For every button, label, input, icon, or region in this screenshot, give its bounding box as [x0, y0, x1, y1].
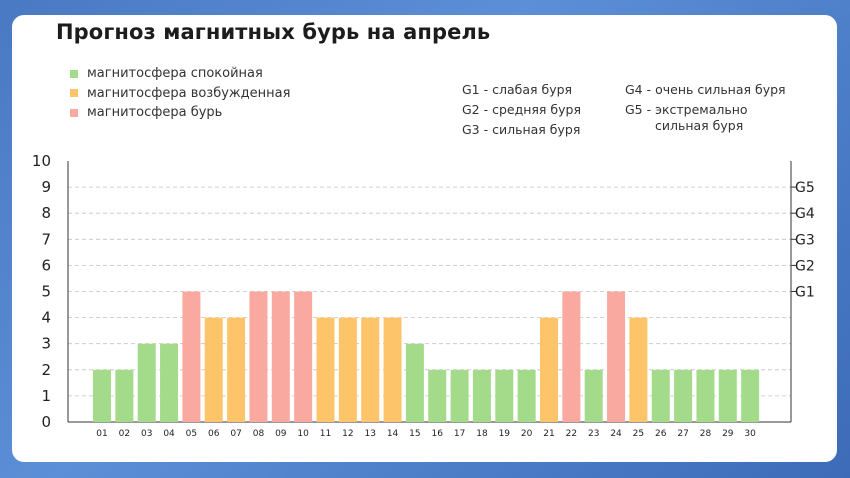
bar: [517, 369, 536, 422]
g-level-label: G3: [795, 232, 815, 248]
bar: [405, 343, 424, 422]
y-tick-label: 10: [32, 152, 51, 170]
legend: магнитосфера спокойная магнитосфера возб…: [70, 64, 290, 123]
bar: [294, 291, 313, 422]
bar: [651, 369, 670, 422]
x-tick-label: 25: [633, 429, 644, 439]
bar: [383, 317, 402, 422]
x-tick-label: 09: [275, 429, 287, 439]
y-tick-label: 9: [41, 178, 51, 196]
x-tick-label: 23: [588, 429, 599, 439]
y-tick-label: 5: [41, 283, 51, 301]
x-tick-label: 08: [253, 429, 265, 439]
x-tick-label: 11: [320, 429, 331, 439]
bar: [227, 317, 246, 422]
g-notes-left: G1 - слабая буря G2 - средняя буря G3 - …: [462, 80, 581, 140]
y-tick-label: 6: [41, 256, 51, 274]
y-tick-label: 1: [41, 387, 51, 405]
bar: [204, 317, 223, 422]
x-tick-label: 12: [342, 429, 353, 439]
x-tick-label: 19: [499, 429, 511, 439]
x-tick-label: 13: [364, 429, 375, 439]
legend-label-excited: магнитосфера возбужденная: [87, 85, 291, 101]
y-tick-label: 8: [41, 204, 51, 222]
bar: [428, 369, 447, 422]
x-tick-label: 28: [700, 429, 712, 439]
bar: [696, 369, 715, 422]
y-tick-label: 0: [41, 413, 51, 431]
bar: [472, 369, 491, 422]
x-tick-label: 15: [409, 429, 420, 439]
chart-title: Прогноз магнитных бурь на апрель: [56, 20, 491, 44]
x-tick-label: 20: [521, 429, 533, 439]
y-tick-label: 3: [41, 335, 51, 353]
bar: [718, 369, 737, 422]
g5-note-continued: сильная буря: [655, 118, 744, 133]
g-level-label: G1: [795, 285, 815, 301]
bar: [160, 343, 179, 422]
x-tick-label: 30: [744, 429, 756, 439]
legend-label-calm: магнитосфера спокойная: [87, 66, 263, 82]
x-tick-label: 14: [387, 429, 399, 439]
bar: [115, 369, 134, 422]
legend-label-storm: магнитосфера бурь: [87, 105, 223, 121]
bar: [674, 369, 693, 422]
x-tick-label: 04: [163, 429, 175, 439]
x-tick-label: 27: [677, 429, 688, 439]
y-tick-label: 2: [41, 361, 51, 379]
bar: [450, 369, 469, 422]
legend-item-storm: магнитосфера бурь: [70, 103, 290, 123]
bar: [562, 291, 581, 422]
bar: [584, 369, 603, 422]
bar: [182, 291, 201, 422]
bar: [495, 369, 514, 422]
bar: [741, 369, 760, 422]
x-tick-label: 07: [230, 429, 241, 439]
bar: [361, 317, 380, 422]
bar: [316, 317, 335, 422]
x-tick-label: 16: [432, 429, 444, 439]
g4-note: G4 - очень сильная буря: [625, 82, 786, 97]
x-tick-label: 01: [96, 429, 107, 439]
bar: [137, 343, 156, 422]
g5-note: G5 - экстремально: [625, 102, 748, 117]
bar: [93, 369, 111, 422]
g-level-label: G4: [795, 206, 815, 222]
bar: [629, 317, 648, 422]
bar: [607, 291, 626, 422]
legend-item-calm: магнитосфера спокойная: [70, 64, 290, 84]
x-tick-label: 05: [186, 429, 197, 439]
x-tick-label: 26: [655, 429, 667, 439]
legend-swatch-storm: [70, 108, 78, 117]
g3-note: G3 - сильная буря: [462, 122, 581, 137]
x-tick-label: 21: [543, 429, 554, 439]
x-tick-label: 24: [610, 429, 622, 439]
x-tick-label: 18: [476, 429, 488, 439]
x-tick-label: 02: [119, 429, 130, 439]
x-tick-label: 22: [566, 429, 577, 439]
legend-swatch-calm: [70, 69, 78, 78]
legend-item-excited: магнитосфера возбужденная: [70, 84, 290, 104]
bar: [540, 317, 558, 422]
bar: [338, 317, 357, 422]
x-tick-label: 03: [141, 429, 152, 439]
x-tick-label: 10: [297, 429, 309, 439]
legend-swatch-excited: [70, 89, 78, 98]
x-tick-label: 29: [722, 429, 734, 439]
g2-note: G2 - средняя буря: [462, 102, 581, 117]
g-level-label: G2: [795, 258, 815, 274]
bar: [271, 291, 290, 422]
g1-note: G1 - слабая буря: [462, 82, 573, 97]
g-level-label: G5: [795, 180, 815, 196]
y-tick-label: 7: [41, 230, 51, 248]
g-notes-right: G4 - очень сильная буря G5 - экстремальн…: [625, 80, 786, 133]
bar: [249, 291, 268, 422]
x-tick-label: 06: [208, 429, 220, 439]
x-tick-label: 17: [454, 429, 465, 439]
y-tick-label: 4: [41, 309, 51, 327]
